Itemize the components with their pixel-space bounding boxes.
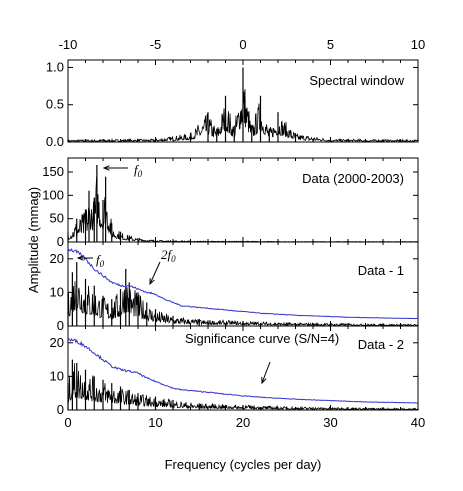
y-tick-label: 0	[57, 318, 64, 333]
annotation-2f0: 2f0	[161, 247, 176, 264]
x-tick-label: 10	[411, 37, 425, 52]
panel-title-data-1: Data - 1	[358, 263, 404, 278]
x-tick-label: -5	[150, 37, 162, 52]
y-tick-label: 0	[57, 402, 64, 417]
annotation-f0-peak: f0	[134, 162, 143, 179]
arrow-2f0-head	[149, 277, 155, 286]
x-tick-label: 20	[236, 415, 250, 430]
significance-curve-3	[67, 247, 419, 320]
significance-curve-4	[67, 337, 418, 404]
y-tick-label: 0.5	[46, 97, 64, 112]
annotation-f0: f0	[96, 252, 105, 269]
x-tick-label: 5	[327, 37, 334, 52]
x-axis-label: Frequency (cycles per day)	[165, 457, 322, 472]
y-tick-label: 0.0	[46, 134, 64, 149]
annotation-significance-curve: Significance curve (S/N=4)	[185, 331, 339, 346]
y-tick-label: 50	[50, 211, 64, 226]
y-tick-label: 100	[42, 187, 64, 202]
panel-title-data-2000-2003: Data (2000-2003)	[302, 171, 404, 186]
panel-title-data-2: Data - 2	[358, 337, 404, 352]
x-tick-label: -10	[59, 37, 78, 52]
chart-marks	[67, 67, 419, 411]
arrow-f0-data1-head	[76, 255, 84, 261]
y-tick-label: 20	[50, 251, 64, 266]
y-tick-label: 0	[57, 234, 64, 249]
x-tick-label: 30	[323, 415, 337, 430]
arrow-f0-head	[102, 165, 110, 171]
arrow-significance-head	[261, 376, 267, 385]
panel-title-spectral-window: Spectral window	[309, 73, 404, 88]
y-tick-label: 10	[50, 368, 64, 383]
y-axis-label: Amplitude (mmag)	[26, 187, 41, 293]
y-tick-label: 150	[42, 164, 64, 179]
y-tick-label: 20	[50, 335, 64, 350]
y-tick-label: 1.0	[46, 59, 64, 74]
x-tick-label: 0	[239, 37, 246, 52]
arrow-significance	[261, 361, 271, 384]
x-tick-label: 10	[148, 415, 162, 430]
arrow-2f0	[149, 261, 161, 285]
x-tick-label: 40	[411, 415, 425, 430]
x-tick-label: 0	[64, 415, 71, 430]
y-tick-label: 10	[50, 284, 64, 299]
